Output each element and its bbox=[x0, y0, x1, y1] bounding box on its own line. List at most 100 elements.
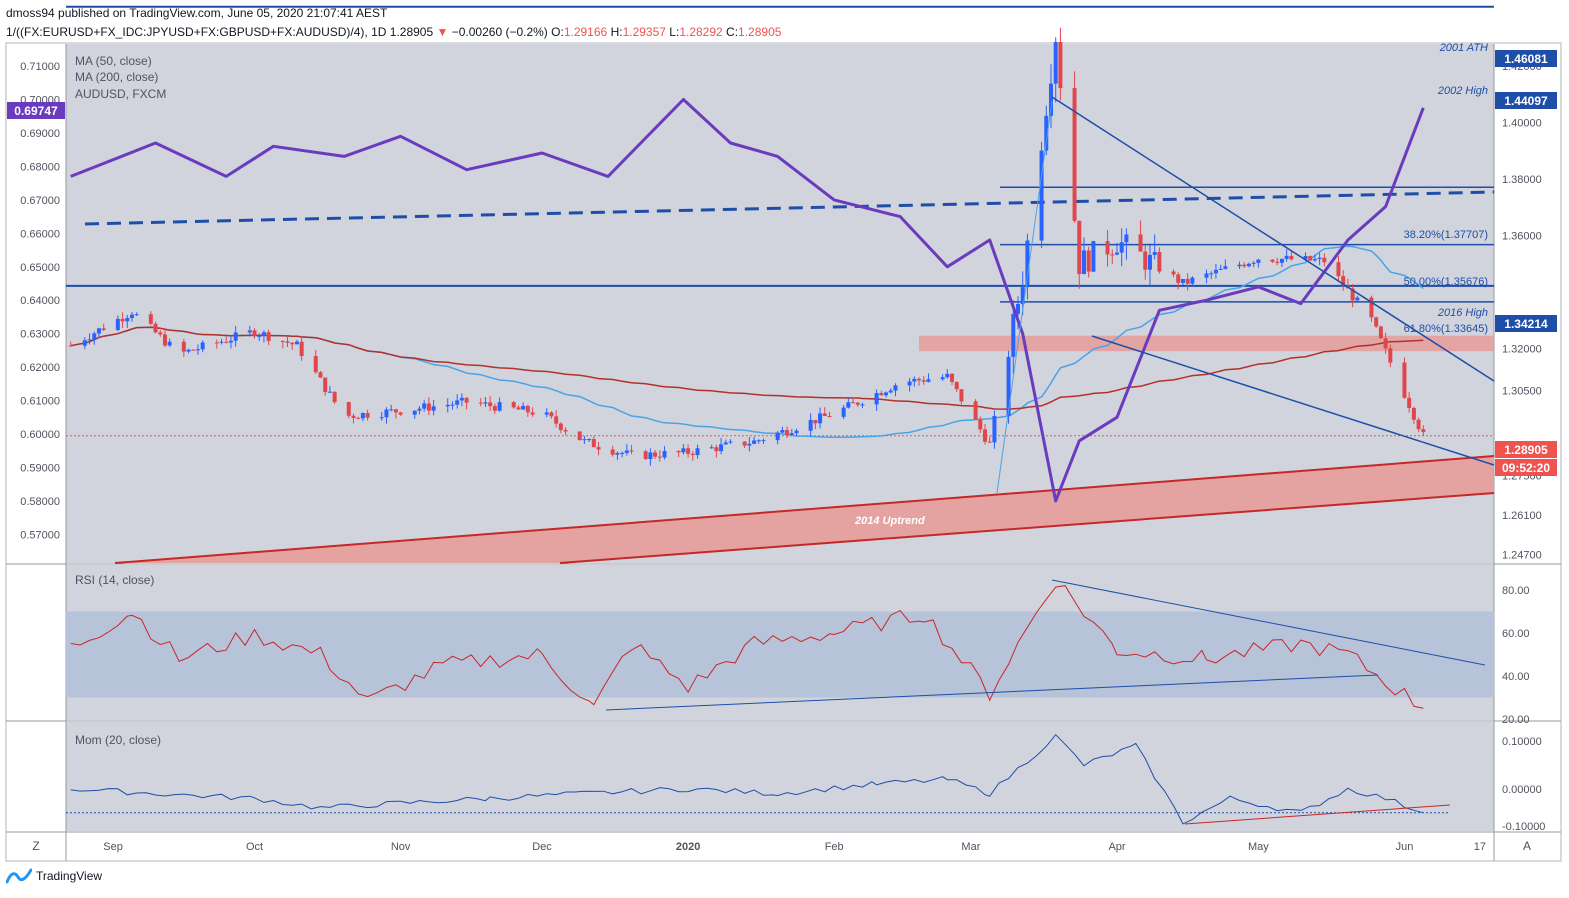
svg-text:1.44097: 1.44097 bbox=[1504, 94, 1548, 108]
svg-text:0.69747: 0.69747 bbox=[14, 104, 58, 118]
candle-body bbox=[1209, 273, 1214, 275]
z-button[interactable]: Z bbox=[32, 839, 39, 853]
candle-body bbox=[752, 440, 757, 444]
uptrend-lower-line bbox=[559, 492, 1495, 564]
candle-body bbox=[68, 345, 73, 347]
candle-body bbox=[893, 385, 898, 391]
candle-body bbox=[959, 389, 964, 402]
candle-body bbox=[1039, 150, 1044, 241]
candle-body bbox=[610, 449, 615, 455]
candle-body bbox=[82, 340, 87, 346]
left-axis-tick: 0.59000 bbox=[20, 463, 60, 475]
candle-body bbox=[422, 403, 427, 409]
candle-body bbox=[478, 402, 483, 404]
candle-body bbox=[775, 432, 780, 441]
auto-scale-button[interactable]: A bbox=[1523, 839, 1531, 853]
chart-header: dmoss94 published on TradingView.com, Ju… bbox=[6, 4, 1561, 42]
legend-ma50[interactable]: MA (50, close) bbox=[75, 54, 152, 68]
candle-body bbox=[417, 408, 422, 411]
candle-body bbox=[318, 372, 323, 378]
candle-body bbox=[973, 401, 978, 420]
legend-ma200[interactable]: MA (200, close) bbox=[75, 70, 158, 84]
left-axis-tick: 0.58000 bbox=[20, 496, 60, 508]
candle-body bbox=[516, 407, 521, 410]
candle-body bbox=[1016, 304, 1020, 314]
time-axis-tick: Dec bbox=[532, 841, 552, 853]
candle-body bbox=[577, 431, 582, 441]
candle-body bbox=[554, 416, 559, 424]
candle-body bbox=[129, 314, 134, 319]
candle-body bbox=[1242, 264, 1247, 267]
legend-audusd[interactable]: AUDUSD, FXCM bbox=[75, 87, 166, 101]
low-value: 1.28292 bbox=[679, 25, 723, 39]
symbol-line: 1/((FX:EURUSD+FX_IDC:JPYUSD+FX:GBPUSD+FX… bbox=[6, 23, 1561, 42]
falling-trendline-lower bbox=[1091, 335, 1495, 466]
uptrend-label: 2014 Uptrend bbox=[854, 515, 925, 527]
trendlines[interactable] bbox=[996, 96, 1495, 494]
mom-pane[interactable] bbox=[66, 722, 1494, 831]
symbol-name[interactable]: 1/((FX:EURUSD+FX_IDC:JPYUSD+FX:GBPUSD+FX… bbox=[6, 25, 387, 39]
candle-body bbox=[323, 377, 328, 393]
candle-body bbox=[1044, 115, 1049, 151]
candle-body bbox=[582, 439, 587, 441]
candle-body bbox=[681, 448, 686, 453]
candle-body bbox=[1176, 274, 1181, 283]
candle-body bbox=[393, 409, 398, 413]
tradingview-logo-icon bbox=[6, 868, 32, 884]
candle-body bbox=[488, 402, 493, 407]
annotation-2002-high: 2002 High bbox=[1437, 85, 1488, 97]
candle-body bbox=[492, 406, 497, 411]
candle-body bbox=[1213, 269, 1218, 274]
time-axis-tick: 2020 bbox=[676, 841, 700, 853]
candle-body bbox=[695, 448, 700, 456]
candle-body bbox=[742, 441, 747, 446]
mom-axis[interactable]: 0.10000 0.00000 -0.10000 bbox=[1502, 736, 1545, 833]
mom-axis-tick: 0.00000 bbox=[1502, 784, 1542, 796]
candle-body bbox=[1374, 317, 1379, 327]
legend-mom[interactable]: Mom (20, close) bbox=[75, 733, 161, 747]
candle-body bbox=[1223, 266, 1228, 269]
candle-body bbox=[1020, 287, 1025, 305]
candle-body bbox=[1119, 242, 1124, 253]
candle-body bbox=[591, 439, 596, 448]
low-label: L: bbox=[669, 25, 680, 39]
candle-body bbox=[1411, 407, 1416, 420]
candle-body bbox=[186, 349, 191, 352]
candle-body bbox=[1072, 88, 1077, 221]
dashed-trend-line bbox=[84, 190, 1495, 226]
time-axis[interactable]: Sep Oct Nov Dec 2020 Feb Mar Apr May Jun 17 bbox=[103, 841, 1486, 853]
right-axis-tick: 1.32000 bbox=[1502, 343, 1542, 355]
candle-body bbox=[285, 341, 290, 343]
legend-rsi[interactable]: RSI (14, close) bbox=[75, 573, 154, 587]
candle-body bbox=[1048, 83, 1053, 116]
horizontal-levels[interactable] bbox=[66, 0, 1495, 437]
candle-body bbox=[709, 447, 714, 449]
candle-body bbox=[1058, 42, 1063, 89]
right-price-axis[interactable]: 1.420001.400001.380001.360001.320001.305… bbox=[1502, 61, 1542, 562]
candle-body bbox=[822, 413, 827, 416]
publish-info: dmoss94 published on TradingView.com, Ju… bbox=[6, 6, 388, 20]
candle-body bbox=[794, 430, 799, 434]
tradingview-brand[interactable]: TradingView bbox=[36, 869, 103, 883]
uptrend-channel[interactable] bbox=[114, 455, 1495, 564]
rsi-axis-tick: 80.00 bbox=[1502, 585, 1530, 597]
candle-body bbox=[950, 373, 955, 382]
fib-382-label: 38.20%(1.37707) bbox=[1404, 229, 1488, 241]
candles bbox=[68, 27, 1426, 466]
rsi-band bbox=[66, 611, 1494, 698]
resistance-zone[interactable] bbox=[919, 335, 1494, 352]
candle-body bbox=[1190, 277, 1195, 284]
candle-body bbox=[1322, 257, 1327, 263]
candle-body bbox=[1152, 252, 1157, 255]
rsi-axis[interactable]: 80.00 60.00 40.00 20.00 bbox=[1502, 585, 1530, 726]
candle-body bbox=[653, 452, 658, 457]
candle-body bbox=[563, 429, 568, 432]
right-axis-tick: 1.30500 bbox=[1502, 386, 1542, 398]
footer: TradingView bbox=[6, 868, 102, 884]
left-price-axis[interactable]: 0.710000.700000.690000.680000.670000.660… bbox=[20, 61, 60, 542]
candle-body bbox=[450, 404, 455, 406]
candle-body bbox=[228, 340, 233, 343]
right-axis-tick: 1.40000 bbox=[1502, 118, 1542, 130]
candle-body bbox=[813, 419, 818, 424]
